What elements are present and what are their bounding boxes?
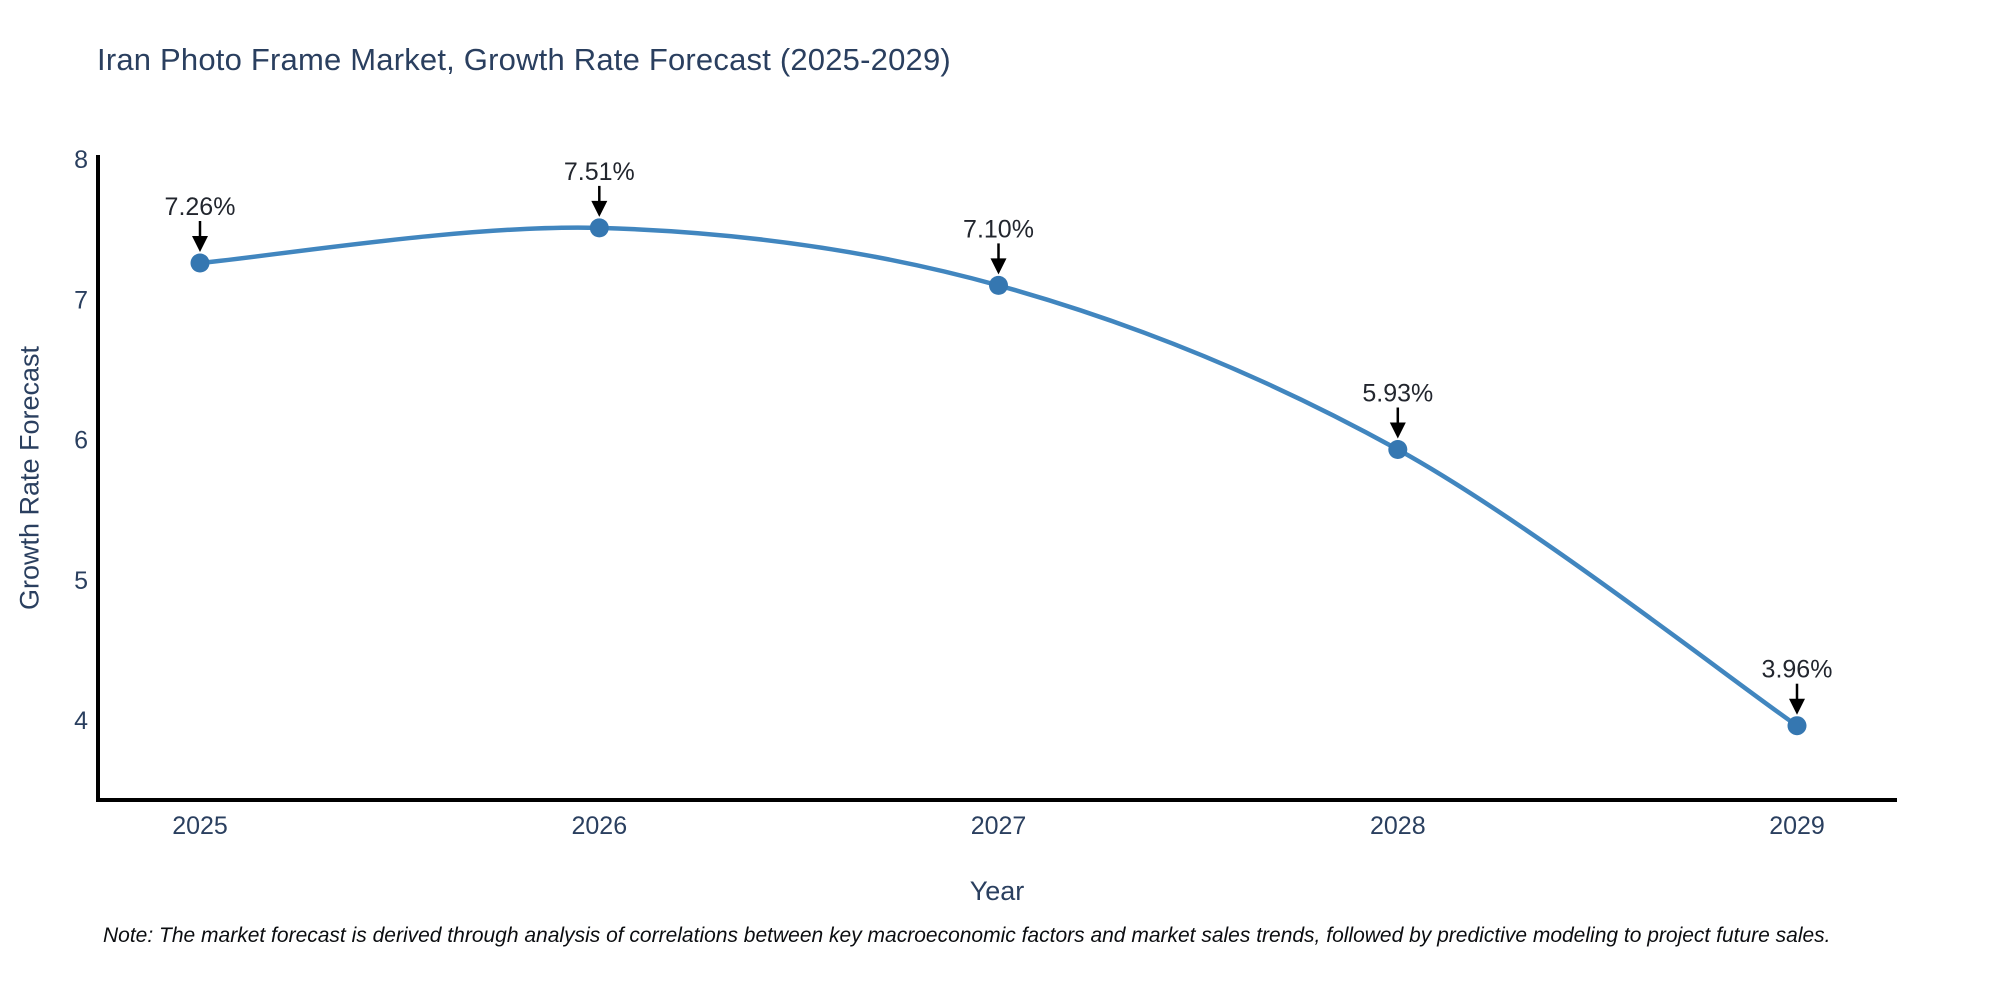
y-tick-label: 7 bbox=[74, 286, 88, 314]
forecast-line bbox=[197, 225, 1800, 728]
data-point[interactable] bbox=[989, 275, 1008, 295]
y-tick-label: 5 bbox=[74, 567, 88, 595]
chart-footnote: Note: The market forecast is derived thr… bbox=[103, 924, 1831, 947]
y-tick-label: 6 bbox=[74, 427, 88, 455]
x-tick-label: 2029 bbox=[1769, 812, 1825, 840]
data-point[interactable] bbox=[190, 253, 210, 273]
point-label: 7.51% bbox=[564, 158, 635, 186]
x-tick-label: 2027 bbox=[971, 812, 1027, 840]
annotation-arrow-head bbox=[192, 236, 208, 252]
y-axis-title: Growth Rate Forecast bbox=[14, 345, 45, 611]
annotation-arrow-head bbox=[1389, 422, 1406, 439]
annotation-arrow-head bbox=[1789, 698, 1805, 715]
data-point[interactable] bbox=[589, 218, 609, 238]
x-axis-title: Year bbox=[969, 876, 1025, 906]
point-label: 7.10% bbox=[963, 215, 1034, 243]
x-tick-label: 2026 bbox=[571, 812, 627, 840]
data-point[interactable] bbox=[1388, 440, 1408, 459]
point-label: 7.26% bbox=[165, 193, 236, 221]
annotation-arrow-head bbox=[990, 258, 1007, 275]
annotation-arrow-head bbox=[591, 200, 608, 217]
chart-title: Iran Photo Frame Market, Growth Rate For… bbox=[97, 42, 951, 77]
x-tick-label: 2025 bbox=[172, 812, 228, 840]
y-tick-label: 4 bbox=[74, 707, 88, 735]
data-point[interactable] bbox=[1787, 716, 1807, 736]
x-tick-label: 2028 bbox=[1370, 812, 1426, 840]
y-tick-label: 8 bbox=[74, 146, 88, 174]
point-label: 3.96% bbox=[1762, 656, 1833, 684]
point-label: 5.93% bbox=[1362, 380, 1433, 408]
